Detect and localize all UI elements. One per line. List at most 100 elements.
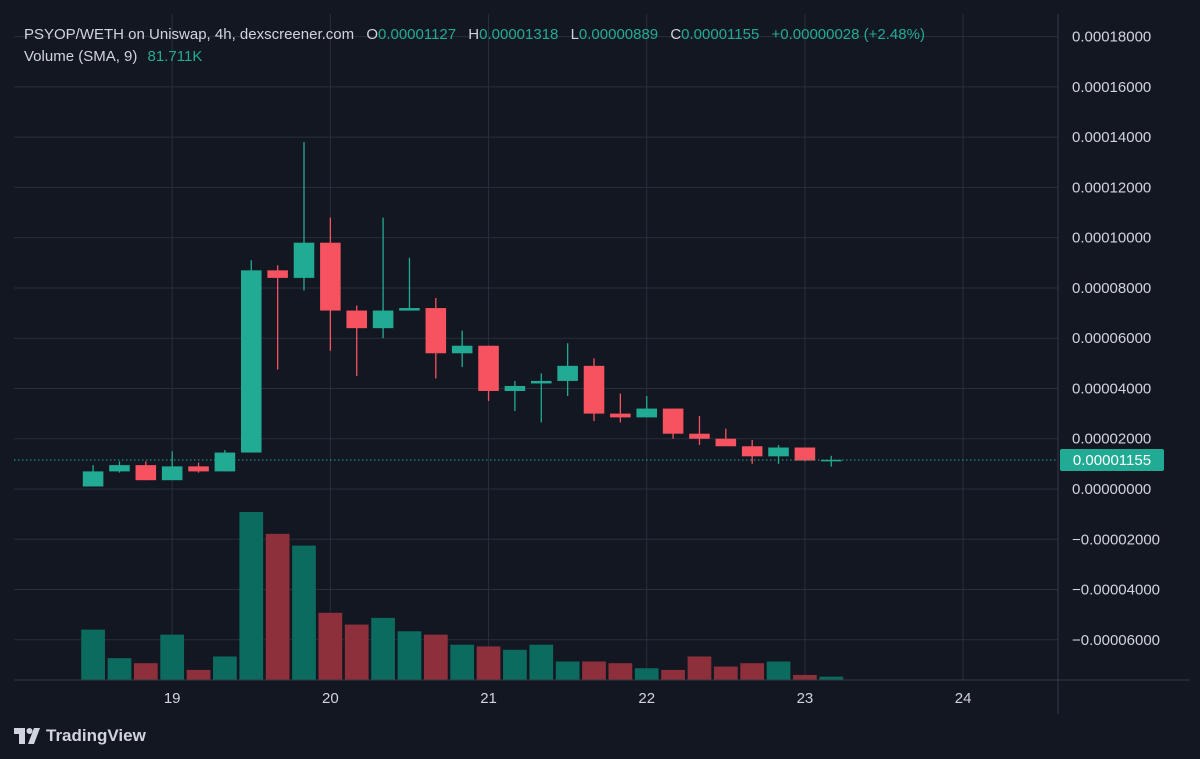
volume-bar: [450, 644, 475, 680]
time-tick-label: 21: [480, 690, 497, 707]
brand-name: TradingView: [46, 726, 146, 745]
price-tick-label: 0.00004000: [1072, 380, 1151, 397]
candlesticks: [82, 142, 842, 487]
price-tick-label: 0.00014000: [1072, 129, 1151, 146]
candle-body: [557, 365, 578, 381]
price-tick-label: 0.00018000: [1072, 29, 1151, 46]
price-tick-label: 0.00010000: [1072, 230, 1151, 247]
volume-bars: [81, 512, 844, 680]
volume-bar: [213, 656, 237, 680]
open-value: 0.00001127: [377, 26, 457, 43]
candle-body: [662, 408, 684, 434]
high-label: H: [468, 26, 480, 43]
volume-bar: [766, 661, 791, 680]
candle-body: [610, 413, 631, 418]
volume-bar: [423, 634, 448, 680]
candle-body: [689, 433, 710, 439]
volume-bar: [186, 669, 211, 680]
price-tick-label: −0.00006000: [1072, 632, 1160, 649]
price-tick-label: 0.00000000: [1072, 481, 1151, 498]
grid-lines: [14, 14, 1058, 680]
time-tick-label: 23: [797, 690, 814, 707]
candle-body: [161, 466, 183, 481]
candle-body: [135, 465, 157, 481]
candle-body: [794, 447, 816, 461]
chart-frame: [14, 14, 1190, 714]
volume-bar: [634, 668, 659, 680]
volume-value: 81.711K: [147, 48, 203, 65]
price-tick-label: 0.00012000: [1072, 179, 1151, 196]
low-label: L: [570, 26, 579, 43]
volume-bar: [819, 676, 844, 680]
time-tick-label: 24: [955, 690, 972, 707]
time-axis[interactable]: 19 20 21 22 23 24: [164, 690, 972, 707]
change-value: +0.00000028 (+2.48%): [771, 26, 925, 43]
volume-bar: [661, 669, 685, 680]
candle-body: [504, 385, 526, 391]
price-tick-label: 0.00006000: [1072, 330, 1151, 347]
volume-label: Volume (SMA, 9): [24, 48, 138, 65]
volume-bar: [740, 663, 765, 680]
volume-bar: [397, 631, 422, 680]
candle-body: [820, 459, 842, 462]
tradingview-logo-icon: [14, 728, 40, 744]
last-price-box: [1060, 448, 1164, 471]
legend-ohlc-row: PSYOP/WETH on Uniswap, 4h, dexscreener.c…: [24, 24, 925, 46]
time-tick-label: 19: [164, 690, 181, 707]
legend-volume-row: Volume (SMA, 9) 81.711K: [24, 46, 925, 68]
last-price-text: 0.00001155: [1073, 452, 1151, 469]
low-value: 0.00000889: [578, 26, 659, 43]
candle-body: [451, 345, 473, 354]
candle-body: [478, 345, 499, 391]
symbol-title: PSYOP/WETH on Uniswap, 4h, dexscreener.c…: [24, 26, 355, 43]
volume-bar: [503, 649, 527, 680]
price-tick-label: −0.00002000: [1072, 531, 1160, 548]
candle-body: [293, 242, 315, 278]
high-value: 0.00001318: [479, 26, 559, 43]
candle-body: [715, 438, 737, 447]
volume-bar: [160, 634, 185, 680]
candle-body: [214, 452, 236, 472]
candle-body: [82, 471, 104, 487]
volume-bar: [687, 656, 712, 680]
candle-body: [583, 365, 605, 414]
time-tick-label: 20: [322, 690, 339, 707]
volume-bar: [529, 644, 554, 680]
close-label: C: [670, 26, 682, 43]
price-tick-label: 0.00016000: [1072, 79, 1151, 96]
last-price-label: 0.00001155: [1060, 448, 1164, 471]
volume-bar: [344, 624, 369, 680]
candle-body: [741, 446, 763, 457]
candle-body: [372, 310, 394, 329]
volume-bar: [292, 545, 316, 680]
open-label: O: [366, 26, 378, 43]
candle-body: [240, 270, 262, 453]
volume-bar: [608, 663, 633, 680]
volume-bar: [793, 674, 817, 680]
time-tick-label: 22: [638, 690, 655, 707]
candle-body: [530, 380, 552, 384]
volume-bar: [713, 666, 738, 680]
price-tick-label: −0.00004000: [1072, 582, 1160, 599]
candle-body: [768, 447, 789, 457]
volume-bar: [318, 612, 343, 680]
volume-bar: [371, 617, 395, 680]
price-axis[interactable]: 0.00018000 0.00016000 0.00014000 0.00012000…: [1072, 29, 1160, 649]
tradingview-brand[interactable]: TradingView: [14, 726, 146, 746]
price-tick-label: 0.00008000: [1072, 280, 1151, 297]
volume-bar: [107, 658, 132, 680]
candle-body: [320, 242, 341, 311]
volume-bar: [239, 512, 264, 680]
volume-bar: [133, 663, 158, 680]
volume-bar: [81, 629, 105, 680]
candle-body: [109, 465, 130, 472]
chart-legend: PSYOP/WETH on Uniswap, 4h, dexscreener.c…: [24, 24, 925, 68]
volume-bar: [476, 646, 501, 680]
candle-body: [399, 308, 420, 311]
volume-bar: [265, 533, 290, 680]
volume-bar: [555, 661, 580, 680]
candle-body: [267, 270, 288, 278]
candle-body: [188, 466, 209, 472]
candle-body: [425, 308, 447, 354]
